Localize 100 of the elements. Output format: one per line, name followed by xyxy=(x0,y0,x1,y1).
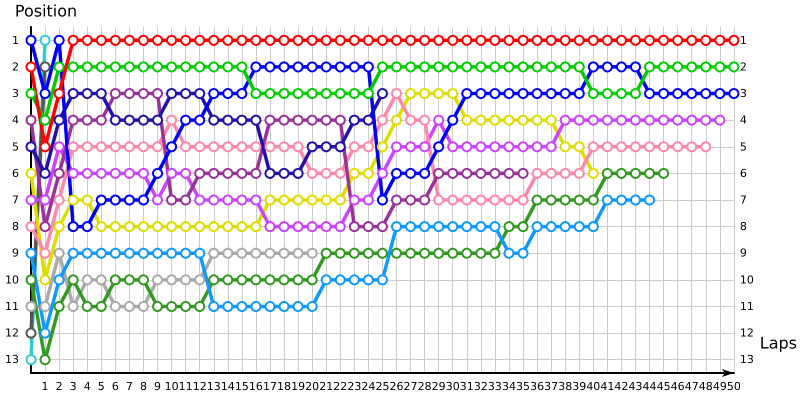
point xyxy=(54,114,65,126)
point xyxy=(292,194,304,206)
point xyxy=(433,168,444,179)
point xyxy=(96,221,107,232)
point xyxy=(376,248,388,259)
point xyxy=(82,300,93,312)
point xyxy=(40,168,51,179)
x-axis-title: Laps xyxy=(760,334,798,352)
point xyxy=(658,61,670,72)
point xyxy=(532,88,543,100)
point xyxy=(82,88,93,100)
point xyxy=(616,61,627,72)
x-tick-label: 50 xyxy=(726,380,741,393)
point xyxy=(503,248,514,259)
point xyxy=(320,274,332,286)
point xyxy=(588,221,599,232)
point xyxy=(166,248,178,259)
x-tick-label: 27 xyxy=(404,380,418,393)
point xyxy=(40,354,51,366)
point xyxy=(714,88,726,100)
point xyxy=(376,61,388,72)
point xyxy=(489,88,500,100)
point xyxy=(26,300,36,312)
point xyxy=(180,88,192,100)
point xyxy=(433,194,444,206)
y2-tick-label: 10 xyxy=(740,273,754,286)
point xyxy=(518,168,529,179)
point xyxy=(264,248,276,259)
point xyxy=(264,194,276,206)
point xyxy=(461,141,472,152)
point xyxy=(236,221,248,232)
point xyxy=(714,114,726,126)
point xyxy=(292,300,304,312)
point xyxy=(602,34,613,46)
point xyxy=(124,300,135,312)
y-tick-label: 7 xyxy=(12,194,19,206)
point xyxy=(433,141,444,152)
point xyxy=(334,88,346,100)
point xyxy=(546,141,557,152)
x-tick-label: 2 xyxy=(56,380,63,393)
point xyxy=(616,194,627,206)
point xyxy=(433,248,444,259)
point xyxy=(588,61,599,72)
point xyxy=(166,34,178,46)
point xyxy=(391,61,402,72)
point xyxy=(489,168,500,179)
x-tick-label: 25 xyxy=(375,380,390,393)
point xyxy=(489,248,500,259)
point xyxy=(292,274,304,286)
point xyxy=(376,221,388,232)
point xyxy=(334,168,346,179)
point xyxy=(362,141,374,152)
y-tick-label: 6 xyxy=(12,166,19,180)
point xyxy=(292,221,304,232)
point xyxy=(686,88,698,100)
point xyxy=(166,221,178,232)
point xyxy=(68,274,79,286)
point xyxy=(672,141,684,152)
point xyxy=(180,194,192,206)
point xyxy=(26,114,36,126)
point xyxy=(672,34,684,46)
point xyxy=(208,300,220,312)
point xyxy=(306,88,318,100)
point xyxy=(194,194,206,206)
point xyxy=(110,221,121,232)
point xyxy=(208,61,220,72)
point xyxy=(546,194,557,206)
point xyxy=(222,88,234,100)
point xyxy=(419,34,430,46)
point xyxy=(714,61,726,72)
point xyxy=(405,194,416,206)
point xyxy=(461,248,472,259)
point xyxy=(236,194,248,206)
point xyxy=(306,168,318,179)
point xyxy=(152,141,164,152)
point xyxy=(54,248,65,259)
point xyxy=(124,168,135,179)
point xyxy=(320,34,332,46)
x-tick-label: 19 xyxy=(291,380,306,393)
point xyxy=(518,248,529,259)
point xyxy=(222,141,234,152)
point xyxy=(82,194,93,206)
point xyxy=(489,34,500,46)
point xyxy=(54,88,65,100)
point xyxy=(236,34,248,46)
y2-tick-label: 1 xyxy=(740,34,747,47)
point xyxy=(644,88,656,100)
point xyxy=(180,141,192,152)
point xyxy=(419,194,430,206)
y2-tick-label: 7 xyxy=(740,194,747,206)
point xyxy=(40,114,51,126)
point xyxy=(166,88,178,100)
point xyxy=(475,194,486,206)
point xyxy=(334,248,346,259)
point xyxy=(503,141,514,152)
y-tick-label: 11 xyxy=(5,300,19,313)
point xyxy=(194,34,206,46)
point xyxy=(447,168,458,179)
point xyxy=(250,34,262,46)
point xyxy=(489,141,500,152)
